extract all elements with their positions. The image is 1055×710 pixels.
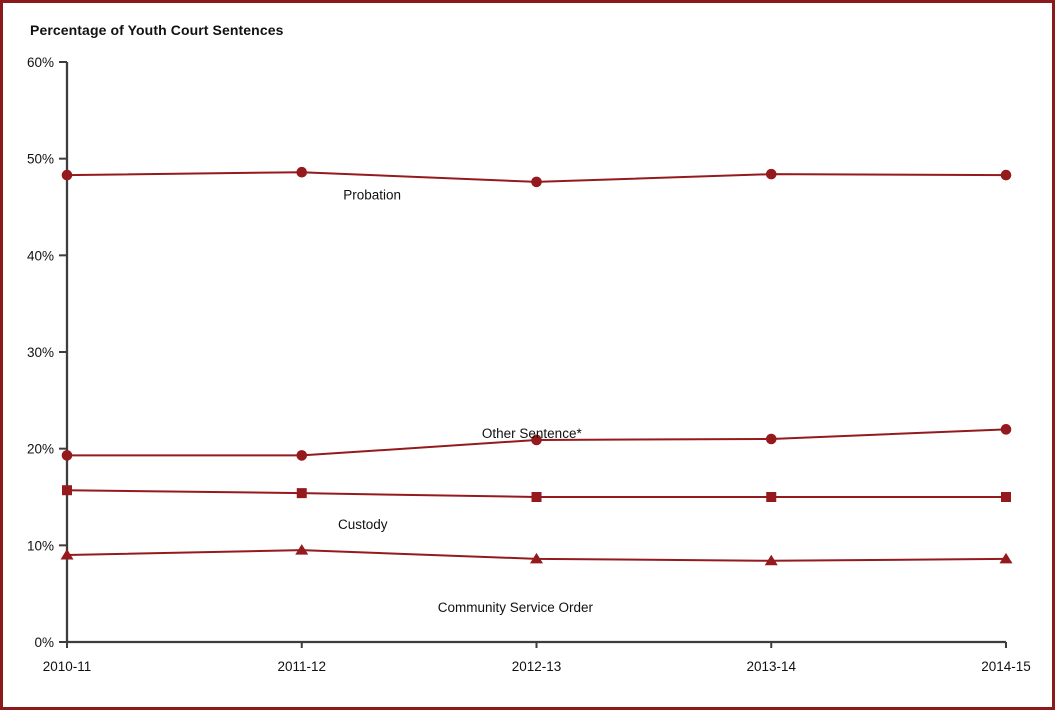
y-tick-label: 50% (27, 152, 54, 167)
x-tick-label: 2010-11 (43, 659, 92, 674)
data-point-other-sentence (765, 433, 777, 445)
series-label-community-service-order: Community Service Order (438, 600, 594, 615)
data-point-probation (765, 168, 777, 180)
data-point-probation (61, 169, 73, 181)
data-point-other-sentence (61, 450, 73, 461)
line-chart: 0% 10% 20% 30% 40% 50% 60% 2010-11 2011-12 2012-1… (27, 55, 1031, 674)
y-tick-label: 40% (27, 248, 54, 263)
chart-title: Percentage of Youth Court Sentences (30, 22, 284, 38)
series-label-custody: Custody (338, 517, 388, 532)
x-tick-label: 2014-15 (981, 659, 1031, 674)
data-point-custody (62, 485, 72, 496)
y-tick-label: 20% (27, 442, 54, 457)
data-point-custody (766, 492, 777, 502)
data-point-community-service-order (60, 549, 74, 560)
data-point-community-service-order (999, 552, 1013, 564)
data-point-probation (1000, 169, 1012, 181)
data-point-custody (296, 488, 307, 499)
data-point-probation (296, 166, 308, 178)
data-point-other-sentence (531, 434, 542, 446)
x-tick-label: 2013-14 (746, 659, 796, 674)
series-label-other-sentence: Other Sentence* (482, 426, 583, 441)
x-tick-label: 2011-12 (277, 659, 326, 674)
data-point-custody (531, 492, 542, 502)
x-tick-label: 2012-13 (512, 659, 562, 674)
series-label-probation: Probation (343, 187, 401, 202)
y-tick-label: 0% (34, 635, 54, 650)
data-point-community-service-order (530, 552, 543, 564)
y-tick-label: 30% (27, 345, 54, 360)
data-point-community-service-order (295, 544, 309, 555)
data-point-probation (531, 176, 542, 188)
y-tick-label: 10% (27, 538, 54, 553)
data-point-other-sentence (296, 450, 308, 461)
data-point-community-service-order (764, 554, 778, 566)
data-point-custody (1001, 492, 1011, 502)
y-tick-label: 60% (27, 55, 54, 70)
data-point-other-sentence (1000, 424, 1012, 435)
